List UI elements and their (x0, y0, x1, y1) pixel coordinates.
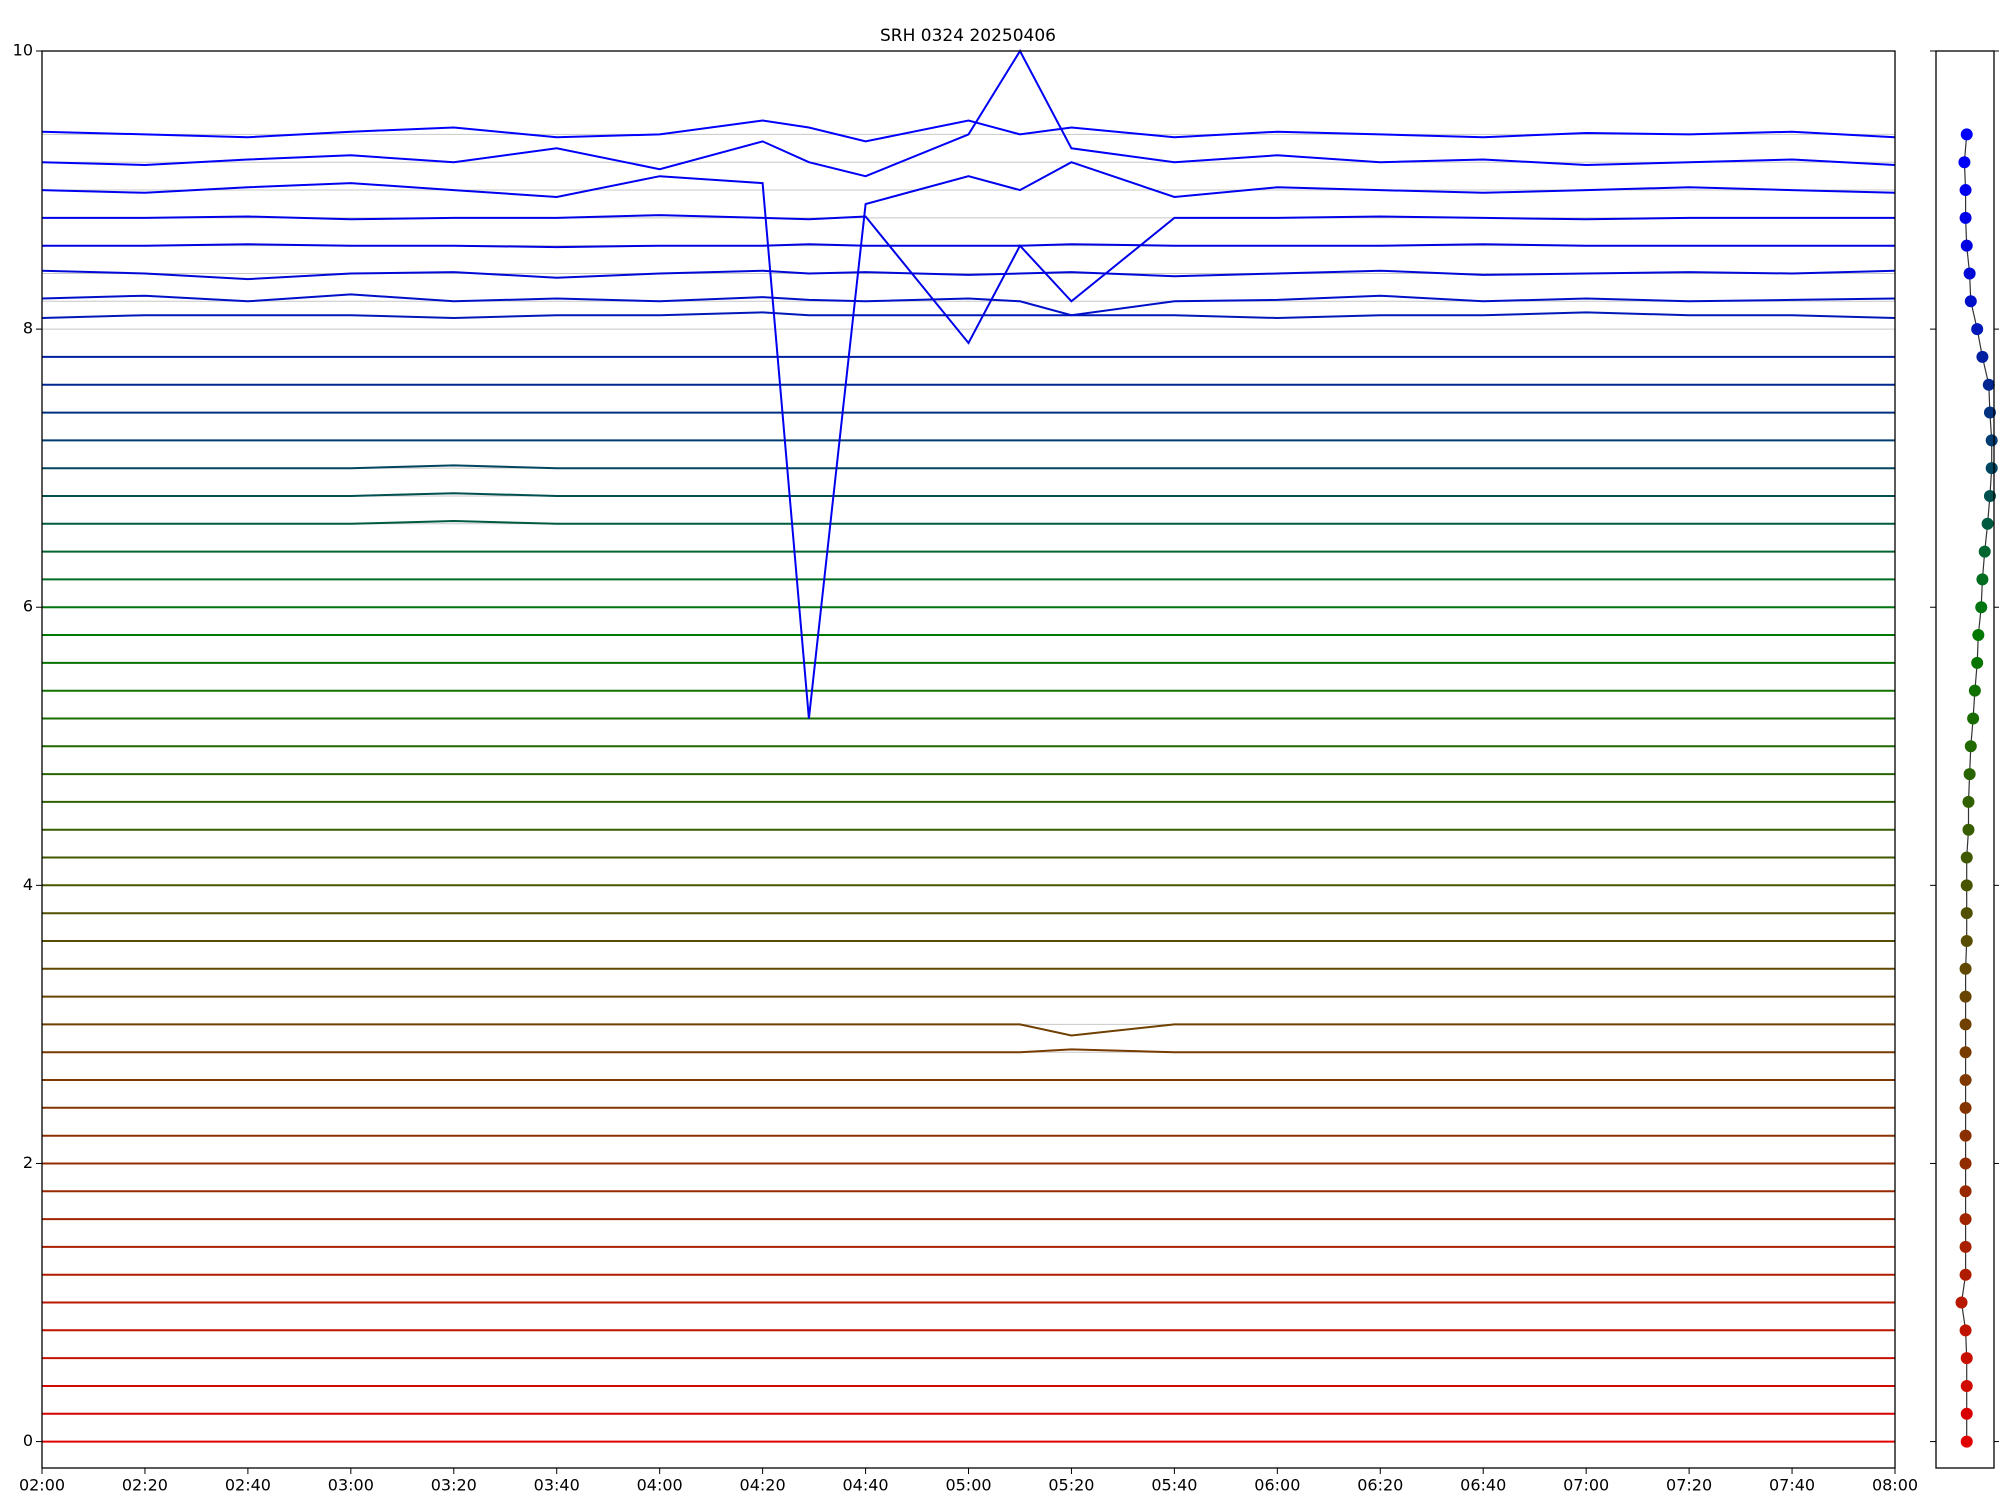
offset-dot (1959, 1157, 1972, 1170)
offset-dot (1959, 184, 1972, 197)
offset-dot (1959, 1018, 1972, 1031)
y-tick-label: 10 (13, 41, 33, 60)
y-tick-label: 8 (23, 319, 33, 338)
offset-dot (1981, 517, 1994, 530)
x-tick-label: 05:00 (945, 1476, 991, 1495)
offset-dot (1982, 378, 1995, 391)
offset-dot (1959, 1213, 1972, 1226)
trace (41, 119, 1896, 143)
x-tick-label: 06:20 (1357, 1476, 1403, 1495)
offset-dot (1983, 489, 1996, 502)
offset-dot (1959, 1129, 1972, 1142)
offset-dot (1960, 1435, 1973, 1448)
offset-dot (1960, 1379, 1973, 1392)
x-tick-label: 04:00 (637, 1476, 683, 1495)
offset-dot (1955, 1296, 1968, 1309)
offset-dot (1959, 1074, 1972, 1087)
trace (42, 1048, 1895, 1054)
x-tick-label: 03:20 (431, 1476, 477, 1495)
trace (41, 269, 1896, 281)
x-tick-label: 06:00 (1254, 1476, 1300, 1495)
offset-dot (1960, 128, 1973, 141)
offset-dot (1968, 684, 1981, 697)
trace (42, 464, 1895, 470)
offset-dot (1959, 1240, 1972, 1253)
offset-dot (1971, 323, 1984, 336)
offset-dot (1959, 1101, 1972, 1114)
offset-dot (1962, 823, 1975, 836)
x-tick-label: 04:40 (843, 1476, 889, 1495)
offset-dot (1978, 545, 1991, 558)
y-tick-label: 4 (23, 875, 33, 894)
x-tick-label: 07:40 (1769, 1476, 1815, 1495)
trace (42, 492, 1895, 497)
offset-dot (1964, 740, 1977, 753)
x-tick-label: 06:40 (1460, 1476, 1506, 1495)
offset-dot (1959, 1324, 1972, 1337)
trace (41, 161, 1896, 719)
offset-dot (1985, 434, 1998, 447)
offset-dot (1962, 795, 1975, 808)
x-tick-label: 02:00 (19, 1476, 65, 1495)
offset-dot (1960, 907, 1973, 920)
offset-dot (1963, 267, 1976, 280)
trace (42, 519, 1895, 525)
y-tick-label: 6 (23, 597, 33, 616)
offset-dot (1976, 350, 1989, 363)
x-tick-label: 03:00 (328, 1476, 374, 1495)
chart-title: SRH 0324 20250406 (880, 26, 1056, 46)
x-tick-label: 05:20 (1048, 1476, 1094, 1495)
offset-dot (1964, 295, 1977, 308)
x-tick-label: 07:20 (1666, 1476, 1712, 1495)
y-tick-label: 0 (23, 1431, 33, 1450)
offset-dot (1975, 601, 1988, 614)
offset-dot (1960, 1352, 1973, 1365)
side-frame (1935, 50, 1995, 1469)
offset-dot (1960, 851, 1973, 864)
trace (42, 214, 1895, 345)
trace (42, 1023, 1895, 1037)
offset-dot (1960, 879, 1973, 892)
offset-dot (1960, 934, 1973, 947)
offset-dot (1958, 156, 1971, 169)
x-tick-label: 03:40 (534, 1476, 580, 1495)
trace (41, 311, 1896, 320)
x-tick-label: 05:40 (1151, 1476, 1197, 1495)
offset-dot (1959, 1268, 1972, 1281)
offset-dot (1959, 1046, 1972, 1059)
offset-dot (1960, 1407, 1973, 1420)
x-tick-label: 08:00 (1872, 1476, 1918, 1495)
trace (41, 48, 1896, 178)
y-tick-label: 2 (23, 1153, 33, 1172)
offset-dot (1976, 573, 1989, 586)
x-tick-label: 07:00 (1563, 1476, 1609, 1495)
offset-dot (1959, 211, 1972, 224)
offset-dot (1985, 462, 1998, 475)
offset-dot (1959, 962, 1972, 975)
plot-frame (41, 50, 1896, 1469)
offset-dot (1967, 712, 1980, 725)
offset-dot (1963, 768, 1976, 781)
trace (42, 243, 1895, 249)
offset-dot (1959, 990, 1972, 1003)
x-tick-label: 02:40 (225, 1476, 271, 1495)
offset-dot (1959, 1185, 1972, 1198)
x-tick-label: 04:20 (740, 1476, 786, 1495)
trace (41, 293, 1896, 317)
offset-dot (1960, 239, 1973, 252)
x-tick-label: 02:20 (122, 1476, 168, 1495)
offset-dot (1983, 406, 1996, 419)
offset-dot (1972, 629, 1985, 642)
offset-dot (1971, 656, 1984, 669)
